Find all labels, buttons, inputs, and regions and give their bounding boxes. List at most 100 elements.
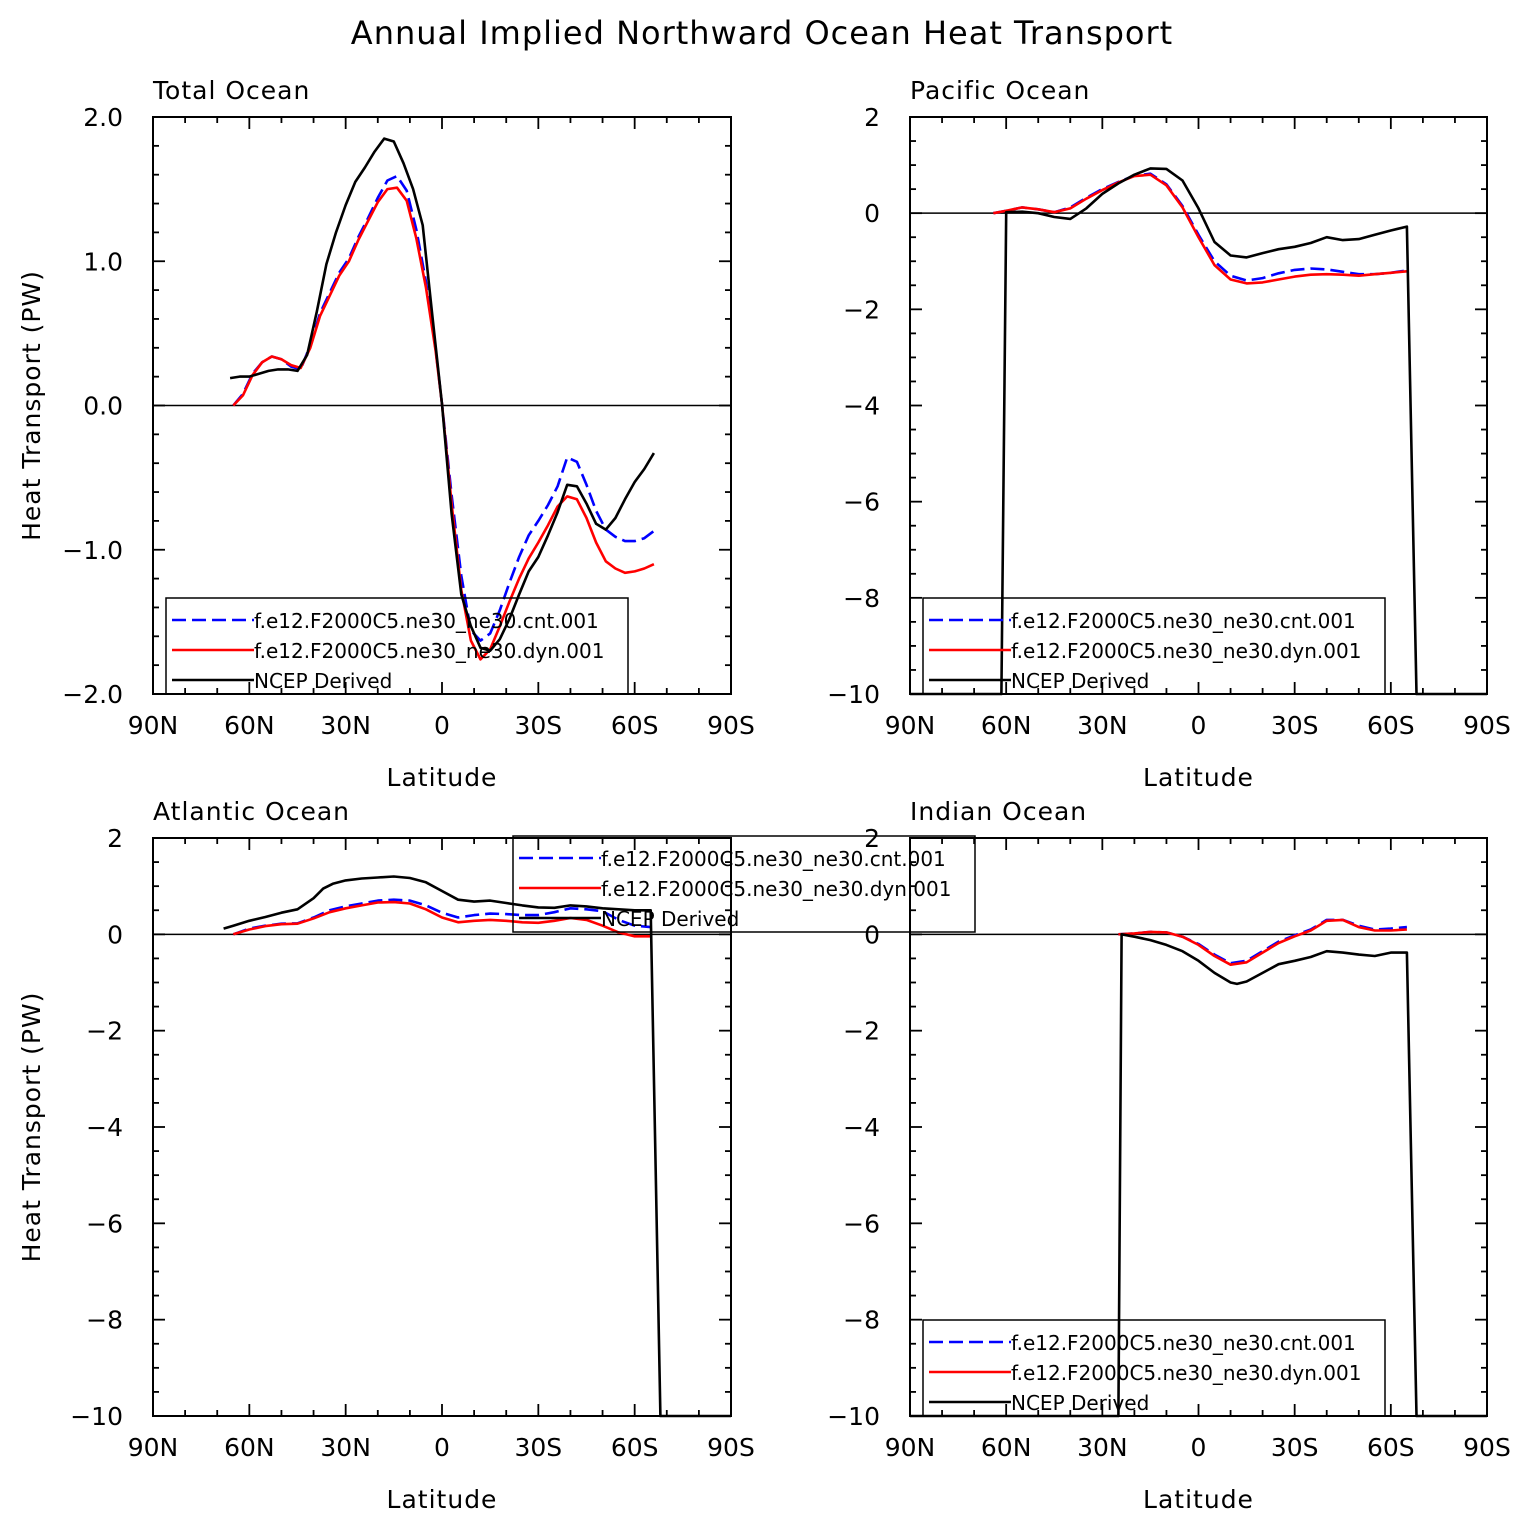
x-tick-label: 30S <box>1271 1433 1319 1462</box>
legend-label: NCEP Derived <box>1011 669 1149 693</box>
y-tick-label: 0 <box>107 920 123 949</box>
x-tick-label: 90N <box>885 1433 936 1462</box>
x-axis-label: Latitude <box>387 1485 498 1514</box>
y-tick-label: −8 <box>843 584 880 613</box>
y-tick-label: −6 <box>843 1209 880 1238</box>
legend-label: NCEP Derived <box>601 907 739 931</box>
y-tick-label: −6 <box>843 488 880 517</box>
y-tick-label: 0 <box>864 199 880 228</box>
indian-ocean-panel: 90N 60N 30N 0 30S 60S 90S −10 −8 −6 −4 −2 0 2 Indian O… <box>827 797 1511 1514</box>
x-tick-label: 90S <box>707 711 755 740</box>
x-tick-label: 60S <box>1367 1433 1415 1462</box>
series-line-f-e12-f2000c5-ne30-ne30-cnt-001 <box>993 172 1408 282</box>
x-tick-label: 60N <box>981 1433 1032 1462</box>
panel-title: Pacific Ocean <box>910 76 1090 105</box>
x-tick-label: 0 <box>434 1433 450 1462</box>
series-line-ncep-derived <box>910 167 1487 696</box>
x-tick-label: 0 <box>1191 1433 1207 1462</box>
y-tick-label: −1.0 <box>62 536 123 565</box>
panel-title: Atlantic Ocean <box>153 797 350 826</box>
panel-title: Total Ocean <box>152 76 310 105</box>
legend-label: NCEP Derived <box>254 669 392 693</box>
x-tick-label: 0 <box>1191 711 1207 740</box>
y-tick-label: 2 <box>107 824 123 853</box>
y-axis-label: Heat Transport (PW) <box>17 270 46 541</box>
x-tick-label: 60N <box>981 711 1032 740</box>
y-tick-label: 2 <box>864 103 880 132</box>
series-line-ncep-derived <box>229 137 656 653</box>
legend-label: f.e12.F2000C5.ne30_ne30.dyn.001 <box>1011 639 1361 663</box>
x-tick-label: 90S <box>1463 711 1511 740</box>
x-tick-label: 30N <box>320 711 371 740</box>
legend: f.e12.F2000C5.ne30_ne30.cnt.001 f.e12.F20… <box>922 597 1386 695</box>
panels: 90N 60N 30N 0 30S 60S 90S −2.0 −1.0 0.0 1.0 2.0 Tota… <box>17 76 1511 1514</box>
legend-label: f.e12.F2000C5.ne30_ne30.cnt.001 <box>254 609 599 633</box>
series-line-f-e12-f2000c5-ne30-ne30-dyn-001 <box>993 173 1408 285</box>
y-tick-label: −2 <box>843 1017 880 1046</box>
y-tick-label: −10 <box>70 1402 123 1431</box>
x-tick-label: 90S <box>707 1433 755 1462</box>
legend-label: f.e12.F2000C5.ne30_ne30.dyn.001 <box>601 877 951 901</box>
legend-label: f.e12.F2000C5.ne30_ne30.cnt.001 <box>1011 609 1356 633</box>
plot-frame <box>909 837 1488 1417</box>
legend-box <box>922 597 1386 695</box>
total-ocean-panel: 90N 60N 30N 0 30S 60S 90S −2.0 −1.0 0.0 1.0 2.0 Tota… <box>17 76 755 792</box>
x-tick-label: 30N <box>1077 711 1128 740</box>
legend-label: f.e12.F2000C5.ne30_ne30.dyn.001 <box>1011 1361 1361 1385</box>
legend-label: f.e12.F2000C5.ne30_ne30.dyn.001 <box>254 639 604 663</box>
x-tick-label: 30N <box>320 1433 371 1462</box>
x-tick-label: 60S <box>611 1433 659 1462</box>
x-tick-label: 90N <box>885 711 936 740</box>
figure-title: Annual Implied Northward Ocean Heat Tran… <box>351 14 1173 52</box>
series-line-f-e12-f2000c5-ne30-ne30-dyn-001 <box>1118 918 1407 967</box>
y-tick-label: 1.0 <box>83 247 123 276</box>
x-tick-label: 30S <box>514 711 562 740</box>
x-tick-label: 0 <box>434 711 450 740</box>
x-tick-label: 30N <box>1077 1433 1128 1462</box>
x-tick-label: 60S <box>1367 711 1415 740</box>
y-tick-label: −10 <box>827 1402 880 1431</box>
atlantic-ocean-panel: 90N 60N 30N 0 30S 60S 90S −10 −8 −6 −4 −2 0 2 Atlantic… <box>17 797 976 1514</box>
y-tick-label: −2 <box>843 295 880 324</box>
x-tick-label: 60N <box>224 711 275 740</box>
y-tick-label: −6 <box>86 1209 123 1238</box>
y-tick-label: 0.0 <box>83 392 123 421</box>
series-line-f-e12-f2000c5-ne30-ne30-cnt-001 <box>1118 918 1408 965</box>
legend-label: f.e12.F2000C5.ne30_ne30.cnt.001 <box>601 847 946 871</box>
y-tick-label: −4 <box>843 1113 880 1142</box>
legend: f.e12.F2000C5.ne30_ne30.cnt.001 f.e12.F20… <box>165 597 629 695</box>
x-tick-label: 30S <box>514 1433 562 1462</box>
y-tick-label: −4 <box>843 392 880 421</box>
legend-box <box>165 597 629 695</box>
x-tick-label: 90N <box>128 1433 179 1462</box>
y-tick-label: 2 <box>864 824 880 853</box>
y-tick-label: −2 <box>86 1017 123 1046</box>
x-tick-label: 60N <box>224 1433 275 1462</box>
x-axis-label: Latitude <box>387 763 498 792</box>
series-line-ncep-derived <box>223 875 731 1418</box>
y-tick-label: −8 <box>86 1306 123 1335</box>
legend-box <box>512 835 976 933</box>
y-tick-label: −4 <box>86 1113 123 1142</box>
y-tick-label: −8 <box>843 1306 880 1335</box>
x-axis-label: Latitude <box>1143 1485 1254 1514</box>
x-tick-label: 90N <box>128 711 179 740</box>
y-tick-label: 2.0 <box>83 103 123 132</box>
legend-box <box>922 1319 1386 1417</box>
plot-frame <box>909 116 1488 695</box>
panel-title: Indian Ocean <box>910 797 1087 826</box>
pacific-ocean-panel: 90N 60N 30N 0 30S 60S 90S −10 −8 −6 −4 −2 0 2 Pacific … <box>827 76 1511 792</box>
x-tick-label: 90S <box>1463 1433 1511 1462</box>
legend-label: f.e12.F2000C5.ne30_ne30.cnt.001 <box>1011 1331 1356 1355</box>
y-tick-label: 0 <box>864 920 880 949</box>
x-tick-label: 60S <box>611 711 659 740</box>
y-tick-label: −2.0 <box>62 680 123 709</box>
y-axis-label: Heat Transport (PW) <box>17 992 46 1263</box>
y-tick-label: −10 <box>827 680 880 709</box>
x-tick-label: 30S <box>1271 711 1319 740</box>
legend: f.e12.F2000C5.ne30_ne30.cnt.001 f.e12.F20… <box>922 1319 1386 1417</box>
legend-label: NCEP Derived <box>1011 1391 1149 1415</box>
x-axis-label: Latitude <box>1143 763 1254 792</box>
legend: f.e12.F2000C5.ne30_ne30.cnt.001 f.e12.F20… <box>512 835 976 933</box>
